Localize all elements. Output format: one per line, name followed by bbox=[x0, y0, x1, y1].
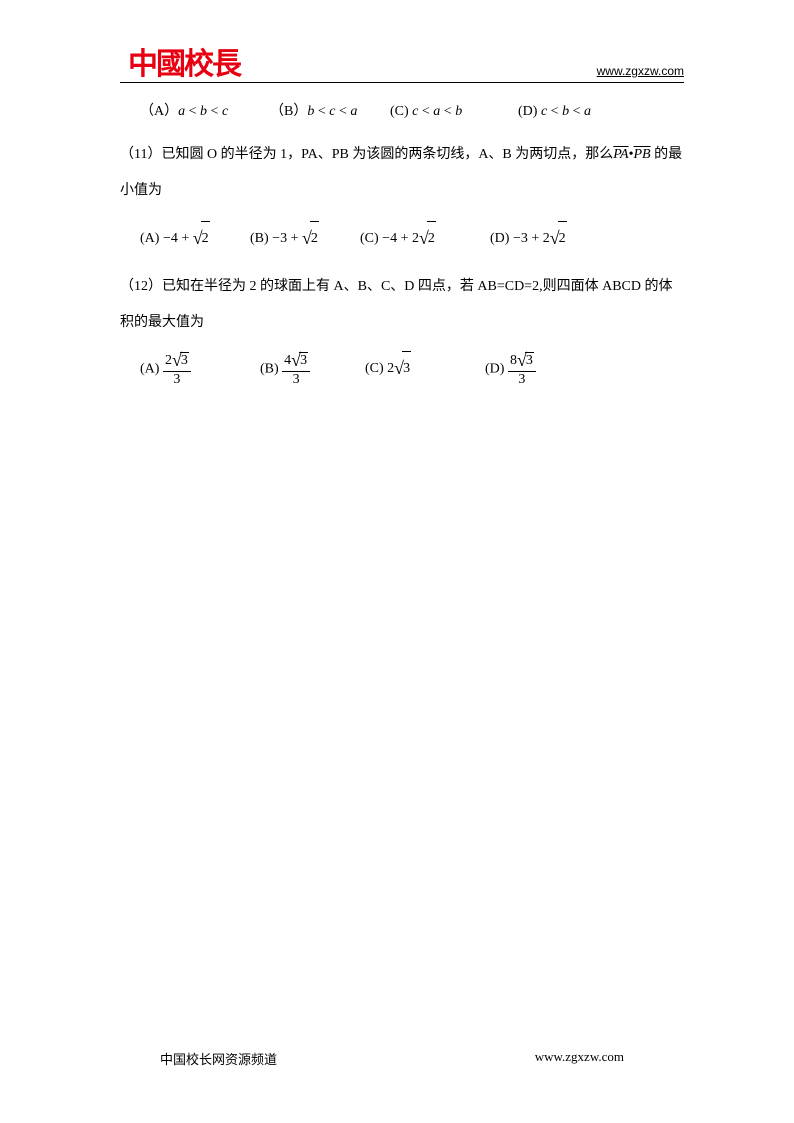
q12-opt-d: (D) 8√33 bbox=[485, 351, 585, 387]
header-url: www.zgxzw.com bbox=[597, 64, 684, 80]
q12-opt-b: (B) 4√33 bbox=[260, 351, 365, 387]
q11-text: （11）已知圆 O 的半径为 1，PA、PB 为该圆的两条切线，A、B 为两切点… bbox=[120, 137, 684, 210]
footer-right: www.zgxzw.com bbox=[535, 1049, 624, 1068]
q10-options: （A）a < b < c （B）b < c < a (C) c < a < b … bbox=[120, 95, 684, 129]
q11-opt-c: (C) −4 + 2√2 bbox=[360, 217, 490, 260]
site-logo: 中國校長 bbox=[120, 50, 240, 80]
q12-options: (A) 2√33 (B) 4√33 (C) 2√3 (D) 8√33 bbox=[120, 347, 684, 390]
q11-opt-a: (A) −4 + √2 bbox=[140, 217, 250, 260]
q10-opt-b: （B）b < c < a bbox=[270, 95, 390, 129]
q12-text: （12）已知在半径为 2 的球面上有 A、B、C、D 四点，若 AB=CD=2,… bbox=[120, 269, 684, 342]
q11-options: (A) −4 + √2 (B) −3 + √2 (C) −4 + 2√2 (D)… bbox=[120, 217, 684, 260]
footer-left: 中国校长网资源频道 bbox=[160, 1049, 277, 1068]
q11-opt-d: (D) −3 + 2√2 bbox=[490, 217, 600, 260]
q11-opt-b: (B) −3 + √2 bbox=[250, 217, 360, 260]
q10-opt-c: (C) c < a < b bbox=[390, 95, 518, 129]
page-header: 中國校長 www.zgxzw.com bbox=[120, 50, 684, 83]
q10-opt-a: （A）a < b < c bbox=[140, 95, 270, 129]
q10-opt-d: (D) c < b < a bbox=[518, 95, 628, 129]
q12-opt-a: (A) 2√33 bbox=[140, 351, 260, 387]
page-footer: 中国校长网资源频道 www.zgxzw.com bbox=[0, 1049, 794, 1068]
q12-opt-c: (C) 2√3 bbox=[365, 347, 485, 390]
